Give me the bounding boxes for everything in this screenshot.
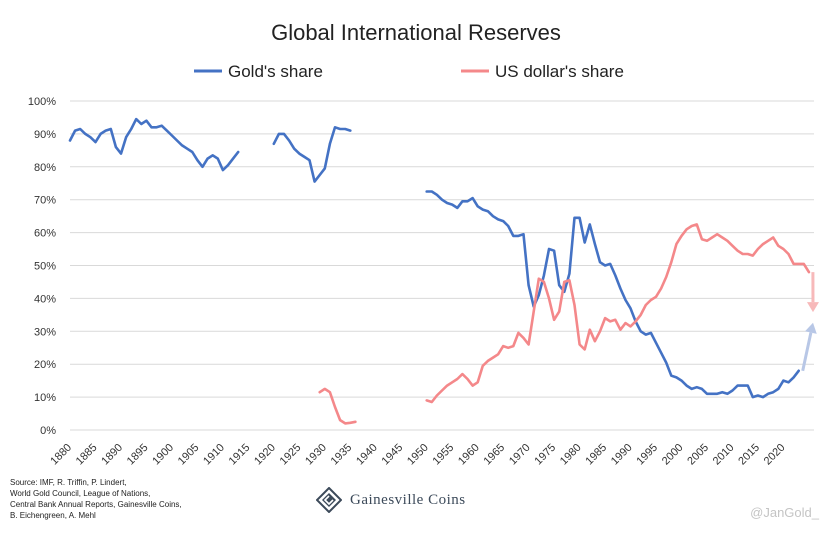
dollar-trend-arrowhead bbox=[806, 302, 819, 313]
x-tick-label: 1880 bbox=[48, 442, 74, 468]
y-tick-label: 60% bbox=[34, 228, 56, 240]
x-tick-label: 1885 bbox=[74, 442, 100, 468]
y-tick-label: 80% bbox=[34, 162, 56, 174]
source-line: Source: IMF, R. Triffin, P. Lindert, bbox=[10, 478, 127, 487]
gold-share-line bbox=[272, 126, 352, 183]
x-tick-label: 1920 bbox=[252, 442, 278, 468]
y-axis-ticks: 0% 10% 20% 30% 40% 50% 60% 70% 80% 90% 100% bbox=[28, 96, 56, 437]
gainesville-coins-logo-icon bbox=[316, 487, 342, 513]
x-tick-label: 1980 bbox=[558, 442, 584, 468]
x-tick-label: 1890 bbox=[99, 442, 125, 468]
y-tick-label: 90% bbox=[34, 129, 56, 141]
x-tick-label: 2020 bbox=[762, 442, 788, 468]
y-tick-label: 100% bbox=[28, 96, 56, 108]
x-tick-label: 1975 bbox=[532, 442, 558, 468]
x-tick-label: 1965 bbox=[481, 442, 507, 468]
x-tick-label: 1910 bbox=[201, 442, 227, 468]
gridlines bbox=[70, 100, 814, 431]
x-tick-label: 2015 bbox=[736, 442, 762, 468]
x-tick-label: 2005 bbox=[685, 442, 711, 468]
x-tick-label: 1915 bbox=[227, 442, 253, 468]
x-tick-label: 1895 bbox=[125, 442, 151, 468]
gold-share-line bbox=[68, 117, 240, 172]
x-tick-label: 1925 bbox=[278, 442, 304, 468]
x-tick-label: 1990 bbox=[609, 442, 635, 468]
x-tick-label: 1955 bbox=[431, 442, 457, 468]
trend-arrows bbox=[801, 272, 819, 372]
x-tick-label: 1940 bbox=[354, 442, 380, 468]
gold-trend-arrowhead bbox=[805, 322, 817, 334]
source-line: World Gold Council, League of Nations, bbox=[10, 489, 151, 498]
y-tick-label: 10% bbox=[34, 392, 56, 404]
x-tick-label: 1905 bbox=[176, 442, 202, 468]
x-tick-label: 1960 bbox=[456, 442, 482, 468]
x-tick-label: 1945 bbox=[380, 442, 406, 468]
y-tick-label: 20% bbox=[34, 359, 56, 371]
legend: Gold's share US dollar's share bbox=[194, 62, 624, 81]
x-tick-label: 1995 bbox=[634, 442, 660, 468]
x-tick-label: 1930 bbox=[303, 442, 329, 468]
source-note: Source: IMF, R. Triffin, P. Lindert, Wor… bbox=[10, 477, 230, 521]
x-tick-label: 1950 bbox=[405, 442, 431, 468]
x-tick-label: 1985 bbox=[583, 442, 609, 468]
x-tick-label: 2010 bbox=[711, 442, 737, 468]
series-lines bbox=[68, 117, 811, 425]
gold-trend-arrow bbox=[801, 332, 813, 372]
y-tick-label: 50% bbox=[34, 261, 56, 273]
source-line: B. Eichengreen, A. Mehl bbox=[10, 511, 96, 520]
dollar-share-line bbox=[425, 223, 811, 404]
brand-logo: Gainesville Coins bbox=[316, 487, 466, 513]
legend-label-dollar: US dollar's share bbox=[495, 62, 624, 81]
source-line: Central Bank Annual Reports, Gainesville… bbox=[10, 500, 182, 509]
y-tick-label: 40% bbox=[34, 293, 56, 305]
x-tick-label: 1970 bbox=[507, 442, 533, 468]
y-tick-label: 30% bbox=[34, 326, 56, 338]
x-tick-label: 1935 bbox=[329, 442, 355, 468]
dollar-share-line bbox=[318, 387, 357, 425]
y-tick-label: 70% bbox=[34, 195, 56, 207]
brand-name: Gainesville Coins bbox=[350, 491, 466, 508]
x-tick-label: 2000 bbox=[660, 442, 686, 468]
y-tick-label: 0% bbox=[40, 425, 56, 437]
x-axis-ticks: 1880 1885 1890 1895 1900 1905 1910 1915 1920 1925… bbox=[48, 442, 787, 468]
author-handle: @JanGold_ bbox=[750, 505, 819, 520]
chart-title: Global International Reserves bbox=[271, 20, 561, 45]
legend-label-gold: Gold's share bbox=[228, 62, 323, 81]
gold-share-line bbox=[425, 190, 800, 399]
x-tick-label: 1900 bbox=[150, 442, 176, 468]
